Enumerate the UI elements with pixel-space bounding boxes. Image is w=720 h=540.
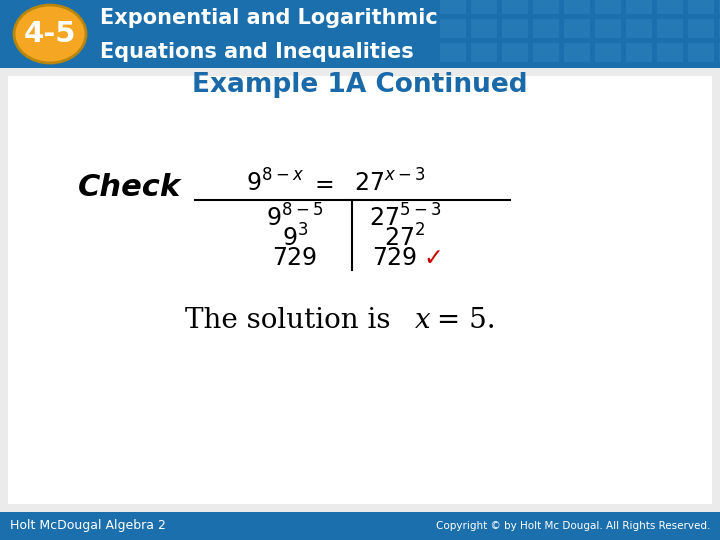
Bar bbox=[440, 0, 466, 14]
Bar bbox=[564, 0, 590, 14]
Bar bbox=[719, 0, 720, 14]
Bar bbox=[502, 43, 528, 62]
Text: Equations and Inequalities: Equations and Inequalities bbox=[100, 42, 414, 62]
Text: = 5.: = 5. bbox=[428, 307, 495, 334]
Text: $27^2$: $27^2$ bbox=[384, 225, 426, 252]
Bar bbox=[657, 43, 683, 62]
Text: 729: 729 bbox=[272, 246, 318, 270]
Text: $9^{8-5}$: $9^{8-5}$ bbox=[266, 205, 323, 232]
Text: 729: 729 bbox=[372, 246, 418, 270]
Bar bbox=[8, 76, 712, 504]
Text: ✓: ✓ bbox=[423, 246, 443, 270]
Text: Holt McDougal Algebra 2: Holt McDougal Algebra 2 bbox=[10, 519, 166, 532]
Bar bbox=[533, 19, 559, 38]
Bar bbox=[719, 19, 720, 38]
Bar bbox=[440, 43, 466, 62]
Bar bbox=[0, 0, 720, 68]
Text: Check: Check bbox=[78, 173, 181, 202]
Bar bbox=[657, 0, 683, 14]
Bar bbox=[0, 68, 720, 512]
Text: $9^{8-x}$: $9^{8-x}$ bbox=[246, 170, 304, 197]
Bar bbox=[626, 19, 652, 38]
Text: $9^3$: $9^3$ bbox=[282, 225, 308, 252]
Bar bbox=[471, 19, 497, 38]
Bar bbox=[502, 19, 528, 38]
Bar bbox=[564, 19, 590, 38]
Bar bbox=[688, 19, 714, 38]
Bar bbox=[719, 43, 720, 62]
Bar bbox=[595, 43, 621, 62]
Bar bbox=[533, 0, 559, 14]
Bar bbox=[626, 43, 652, 62]
Text: Exponential and Logarithmic: Exponential and Logarithmic bbox=[100, 8, 438, 28]
Text: Example 1A Continued: Example 1A Continued bbox=[192, 72, 528, 98]
Bar bbox=[0, 512, 720, 540]
Text: 4-5: 4-5 bbox=[24, 20, 76, 48]
Bar bbox=[440, 19, 466, 38]
Bar bbox=[471, 43, 497, 62]
Ellipse shape bbox=[14, 5, 86, 63]
Bar bbox=[657, 19, 683, 38]
Bar bbox=[533, 43, 559, 62]
Text: The solution is: The solution is bbox=[185, 307, 400, 334]
Bar bbox=[502, 0, 528, 14]
Bar bbox=[688, 0, 714, 14]
Text: Copyright © by Holt Mc Dougal. All Rights Reserved.: Copyright © by Holt Mc Dougal. All Right… bbox=[436, 521, 710, 531]
Bar bbox=[688, 43, 714, 62]
Text: $=$: $=$ bbox=[310, 171, 334, 195]
Bar bbox=[564, 43, 590, 62]
Text: $27^{x-3}$: $27^{x-3}$ bbox=[354, 170, 426, 197]
Bar bbox=[626, 0, 652, 14]
Bar bbox=[471, 0, 497, 14]
Text: $27^{5-3}$: $27^{5-3}$ bbox=[369, 205, 441, 232]
Bar bbox=[595, 19, 621, 38]
Text: x: x bbox=[415, 307, 431, 334]
Bar bbox=[595, 0, 621, 14]
